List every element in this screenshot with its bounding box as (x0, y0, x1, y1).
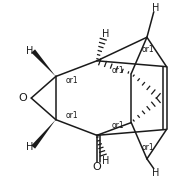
Text: H: H (102, 29, 109, 39)
Text: or1: or1 (142, 44, 155, 54)
Text: H: H (26, 142, 33, 152)
Text: or1: or1 (112, 66, 124, 75)
Text: or1: or1 (142, 143, 155, 152)
Text: or1: or1 (65, 76, 78, 85)
Polygon shape (31, 120, 56, 149)
Text: or1: or1 (65, 111, 78, 120)
Text: H: H (26, 46, 33, 56)
Text: H: H (152, 167, 159, 178)
Text: O: O (93, 162, 101, 172)
Polygon shape (31, 49, 56, 77)
Text: or1: or1 (112, 121, 124, 130)
Text: H: H (152, 3, 159, 13)
Text: O: O (18, 93, 27, 103)
Text: H: H (102, 156, 109, 166)
